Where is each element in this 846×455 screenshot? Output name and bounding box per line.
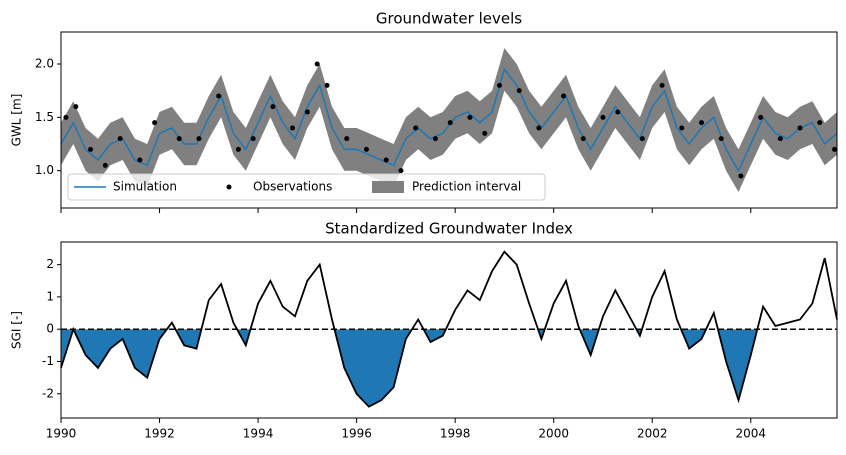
legend-label: Observations: [253, 180, 332, 194]
observation: [216, 93, 222, 99]
observation: [88, 146, 94, 152]
observation: [152, 120, 158, 126]
observation: [383, 157, 389, 163]
simulation-line: [60, 67, 838, 173]
observation: [398, 168, 404, 174]
observation: [777, 136, 783, 142]
observation: [235, 146, 241, 152]
observation: [797, 125, 803, 131]
observation: [817, 120, 823, 126]
observation: [137, 157, 143, 163]
observation: [699, 120, 705, 126]
observation: [467, 114, 473, 120]
y-tick-label: 2.0: [35, 57, 54, 71]
observation: [304, 109, 310, 115]
observation: [561, 93, 567, 99]
observation: [324, 82, 330, 88]
axes-frame: [60, 31, 838, 209]
observation: [344, 136, 350, 142]
y-tick-label: -2: [42, 386, 54, 400]
x-tick-label: 2000: [538, 427, 569, 441]
observation: [432, 136, 438, 142]
observation: [679, 125, 685, 131]
y-axis-label: GWL [m]: [10, 94, 24, 147]
axes-frame: [60, 241, 838, 419]
observation: [600, 114, 606, 120]
legend-swatch: [226, 184, 232, 190]
observation: [659, 82, 665, 88]
y-tick-label: 1.0: [35, 163, 54, 177]
observation: [63, 114, 69, 120]
x-tick-label: 1992: [144, 427, 175, 441]
legend-label: Prediction interval: [412, 180, 521, 194]
observation: [832, 146, 838, 152]
x-tick-label: 1998: [440, 427, 471, 441]
y-tick-label: 2: [46, 257, 54, 271]
x-tick-label: 2004: [736, 427, 767, 441]
observation: [176, 136, 182, 142]
observation: [497, 82, 503, 88]
observation: [758, 114, 764, 120]
observation: [516, 88, 522, 94]
y-tick-label: 1: [46, 289, 54, 303]
prediction-band: [61, 48, 837, 192]
y-tick-label: 0: [46, 322, 54, 336]
chart-title: Groundwater levels: [376, 10, 522, 28]
observation: [270, 104, 276, 110]
observation: [314, 61, 320, 67]
chart-title: Standardized Groundwater Index: [325, 220, 573, 238]
observation: [718, 136, 724, 142]
observation: [363, 146, 369, 152]
observation: [250, 136, 256, 142]
observation: [580, 136, 586, 142]
observation: [615, 109, 621, 115]
x-tick-label: 2002: [637, 427, 668, 441]
observation: [738, 173, 744, 179]
observation: [413, 125, 419, 131]
observation: [196, 136, 202, 142]
observation: [447, 120, 453, 126]
observation: [117, 136, 123, 142]
x-tick-label: 1996: [341, 427, 372, 441]
observation: [536, 125, 542, 131]
y-axis-label: SGI [-]: [10, 311, 24, 349]
observation: [290, 125, 296, 131]
sgi-deficit-area: [61, 329, 837, 407]
sgi-line: [60, 250, 838, 408]
observation: [73, 104, 79, 110]
y-tick-label: 1.5: [35, 110, 54, 124]
x-tick-label: 1994: [243, 427, 274, 441]
legend-label: Simulation: [113, 180, 177, 194]
observation: [482, 130, 488, 136]
y-tick-label: -1: [42, 354, 54, 368]
observation: [102, 162, 108, 168]
observation: [639, 136, 645, 142]
legend-box: [67, 173, 546, 201]
legend-swatch: [372, 181, 404, 193]
x-tick-label: 1990: [46, 427, 77, 441]
